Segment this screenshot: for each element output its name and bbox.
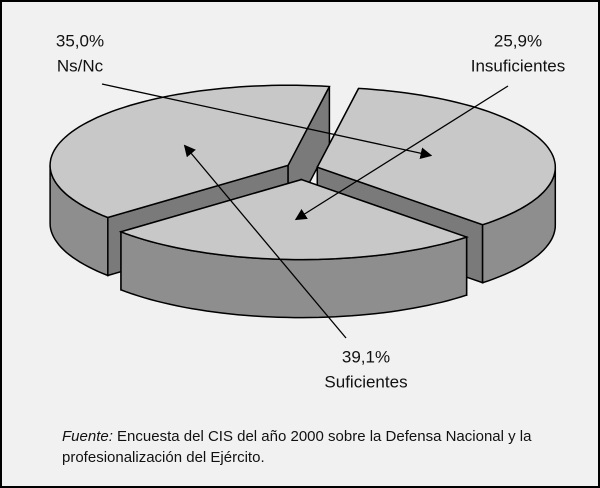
- label-arrow: [294, 85, 509, 221]
- value-label: 25,9%: [494, 31, 542, 50]
- source-text: Encuesta del CIS del año 2000 sobre la D…: [62, 428, 532, 466]
- category-label: Insuficientes: [471, 56, 566, 75]
- slice-top: [118, 178, 469, 261]
- label-arrow: [183, 144, 347, 339]
- value-label: 39,1%: [342, 347, 390, 366]
- source-note: Fuente: Encuesta del CIS del año 2000 so…: [62, 426, 562, 468]
- value-label: 35,0%: [56, 31, 104, 50]
- category-label: Ns/Nc: [57, 56, 104, 75]
- category-label: Suficientes: [324, 372, 407, 391]
- slice: [118, 178, 469, 319]
- slice-top: [316, 87, 557, 226]
- source-label: Fuente:: [62, 428, 113, 445]
- label-arrow: [101, 83, 433, 159]
